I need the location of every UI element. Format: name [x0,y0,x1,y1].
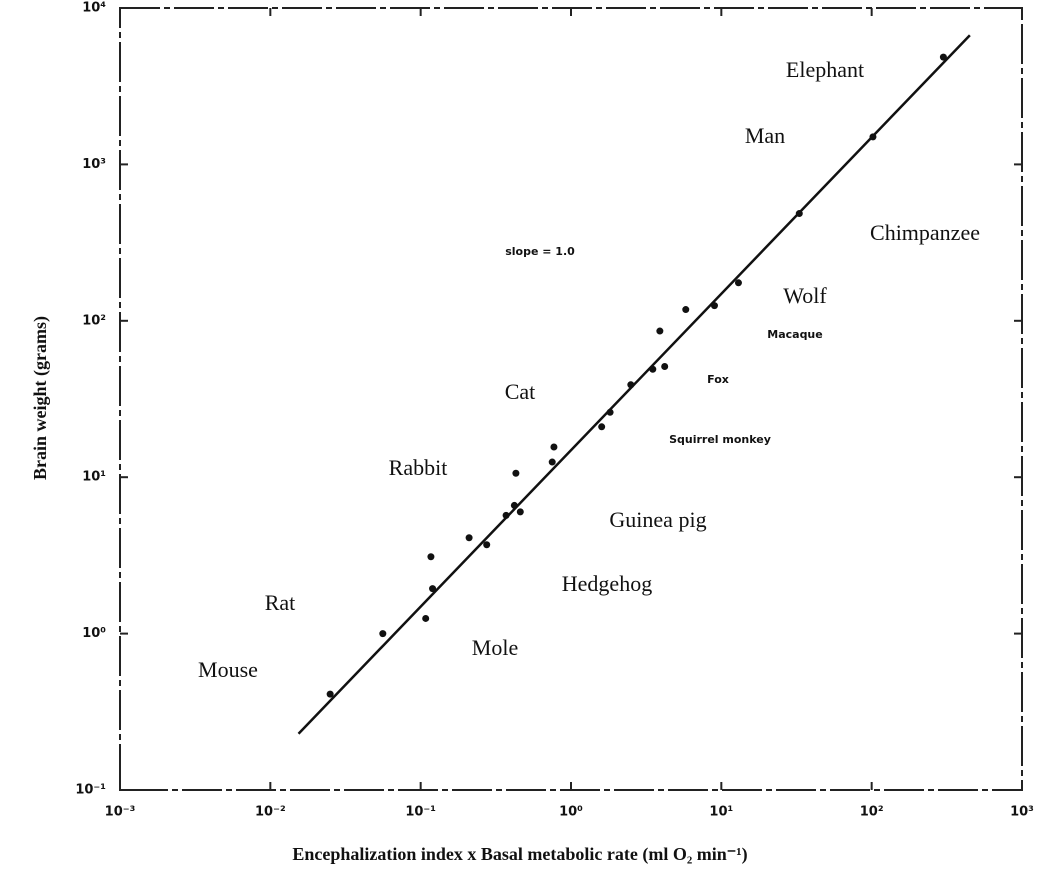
annotation: Mole [472,635,518,660]
y-tick-label: 10¹ [82,470,106,485]
data-point [661,363,669,371]
data-point [326,690,334,698]
data-point [379,630,387,638]
annotation: Guinea pig [609,507,706,532]
annotation: Fox [707,373,729,386]
data-point [869,133,877,141]
y-tick-label: 10³ [82,157,106,172]
x-axis-title: Encephalization index x Basal metabolic … [292,844,747,865]
data-point [422,614,430,622]
data-point [465,534,473,542]
y-tick-label: 10⁴ [82,1,106,16]
data-point [649,365,657,373]
data-point [427,553,435,561]
y-axis-title: Brain weight (grams) [30,316,51,480]
x-tick-label: 10⁻¹ [405,805,436,820]
data-point [548,458,556,466]
data-point [656,327,664,335]
data-point [512,469,520,477]
data-point [606,408,614,416]
data-point [483,541,491,549]
annotation: Wolf [783,283,827,308]
data-point [516,508,524,516]
x-tick-label: 10⁻² [255,805,286,820]
data-point [598,423,606,431]
x-tick-label: 10² [860,805,884,820]
y-tick-label: 10⁰ [82,626,106,641]
y-tick-label: 10² [82,313,106,328]
x-tick-label: 10⁻³ [105,805,136,820]
annotation: Cat [505,379,536,404]
data-point [939,53,947,61]
annotation: Rabbit [389,455,448,480]
annotation: Macaque [767,328,822,341]
annotation: Mouse [198,657,258,682]
annotation: Rat [265,590,296,615]
data-point [710,302,718,310]
data-point [429,585,437,593]
x-tick-label: 10⁰ [559,805,583,820]
annotation: Squirrel monkey [669,433,771,446]
y-tick-label: 10⁻¹ [75,783,106,798]
annotation: Elephant [786,57,864,82]
annotation: Hedgehog [562,571,652,596]
data-point [502,511,510,519]
data-point [734,279,742,287]
data-point [682,306,690,314]
data-point [510,501,518,509]
x-tick-label: 10¹ [709,805,733,820]
annotation: slope = 1.0 [505,245,575,258]
annotation: Chimpanzee [870,220,980,245]
data-point [550,443,558,451]
x-tick-label: 10³ [1010,805,1034,820]
data-point [627,381,635,389]
data-point [795,210,803,218]
annotation: Man [745,123,785,148]
